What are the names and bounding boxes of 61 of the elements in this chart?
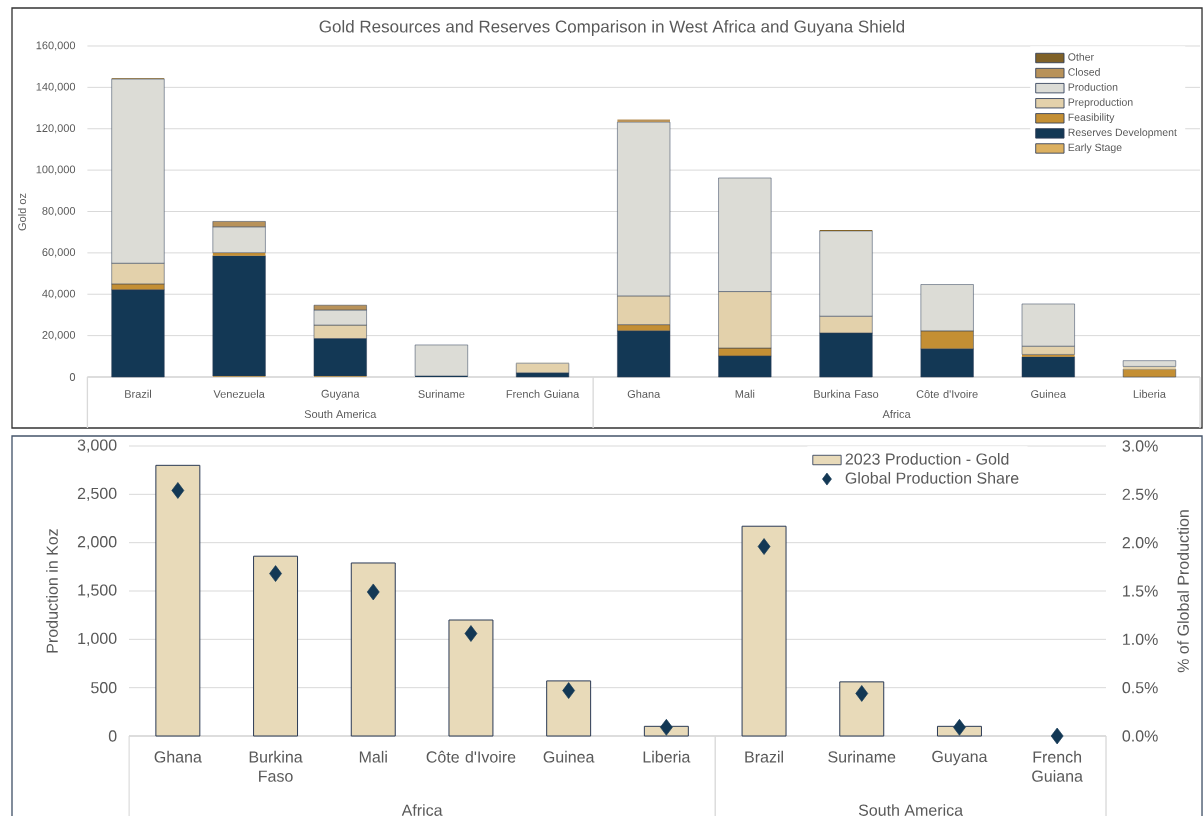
x-tick-label: Guinea bbox=[543, 750, 595, 763]
legend-label: Other bbox=[1068, 52, 1094, 61]
y-tick-label: 40,000 bbox=[42, 289, 76, 299]
y-axis-title: Production in Koz bbox=[46, 529, 58, 653]
x-tick-label: Liberia bbox=[1133, 389, 1166, 398]
x-tick-label: Ghana bbox=[627, 389, 661, 398]
y-tick-label: 100,000 bbox=[36, 165, 76, 175]
y-tick-label: 500 bbox=[91, 682, 117, 694]
y2-tick-label: 3.0% bbox=[1122, 440, 1158, 452]
chart-title: Gold Resources and Reserves Comparison in West Africa and Guyana Shield bbox=[319, 20, 905, 36]
legend-label: Early Stage bbox=[1068, 143, 1122, 154]
x-tick-label: Brazil bbox=[125, 389, 151, 398]
y2-tick-label: 2.0% bbox=[1122, 537, 1158, 549]
x-tick-label: Mali bbox=[359, 750, 387, 763]
y2-axis-title: % of Global Production bbox=[1177, 510, 1189, 673]
x-tick-label: Venezuela bbox=[213, 389, 265, 398]
x-tick-label: Côte d'Ivoire bbox=[916, 389, 978, 398]
y2-tick-label: 2.5% bbox=[1122, 488, 1158, 500]
y-tick-label: 2,000 bbox=[77, 536, 117, 550]
legend-label: Closed bbox=[1068, 68, 1100, 76]
y-tick-label: 160,000 bbox=[36, 41, 76, 51]
y-tick-label: 2,500 bbox=[77, 487, 117, 501]
y-tick-label: 80,000 bbox=[42, 206, 76, 217]
legend-label: Global Production Share bbox=[845, 472, 1019, 484]
y2-tick-label: 1.0% bbox=[1123, 633, 1158, 645]
x-tick-label: Côte d'Ivoire bbox=[426, 750, 516, 763]
legend-label: Reserves Development bbox=[1068, 128, 1177, 139]
y-tick-label: 3,000 bbox=[77, 439, 117, 453]
legend-label: Feasibility bbox=[1068, 113, 1115, 124]
legend-label: Preproduction bbox=[1068, 98, 1133, 108]
x-tick-label: Guyana bbox=[932, 750, 988, 766]
y-tick-label: 140,000 bbox=[36, 82, 76, 92]
y-tick-label: 1,000 bbox=[78, 632, 117, 646]
y-tick-label: 0 bbox=[108, 730, 117, 742]
legend-label: Production bbox=[1068, 83, 1118, 91]
text: Africa bbox=[401, 804, 443, 816]
text: South America bbox=[304, 409, 377, 419]
x-tick-label: Mali bbox=[735, 389, 755, 398]
x-tick-label: Brazil bbox=[745, 750, 783, 763]
x-tick-label: Guinea bbox=[1031, 389, 1067, 398]
x-tick-label: Ghana bbox=[154, 750, 202, 763]
x-tick-label: Suriname bbox=[418, 389, 465, 398]
y-tick-label: 1,500 bbox=[78, 584, 117, 598]
x-tick-label: Guyana bbox=[321, 389, 360, 400]
x-tick-label: Suriname bbox=[828, 750, 896, 763]
x-tick-label: French Guiana bbox=[506, 389, 580, 398]
y2-tick-label: 0.0% bbox=[1122, 730, 1158, 742]
legend-label: 2023 Production - Gold bbox=[845, 452, 1009, 465]
y-tick-label: 120,000 bbox=[36, 124, 76, 134]
text: Africa bbox=[882, 409, 911, 419]
x-tick-label: Burkina Faso bbox=[814, 389, 879, 398]
y-tick-label: 20,000 bbox=[42, 331, 76, 341]
x-tick-label: Burkina Faso bbox=[249, 750, 303, 782]
y2-tick-label: 0.5% bbox=[1122, 682, 1158, 694]
y-tick-label: 0 bbox=[69, 373, 76, 381]
y-tick-label: 60,000 bbox=[42, 248, 76, 258]
y2-tick-label: 1.5% bbox=[1123, 585, 1158, 597]
x-tick-label: Liberia bbox=[643, 750, 691, 763]
y-axis-title: Gold oz bbox=[17, 193, 27, 231]
text: South America bbox=[858, 804, 964, 816]
x-tick-label: French Guiana bbox=[1032, 750, 1083, 782]
